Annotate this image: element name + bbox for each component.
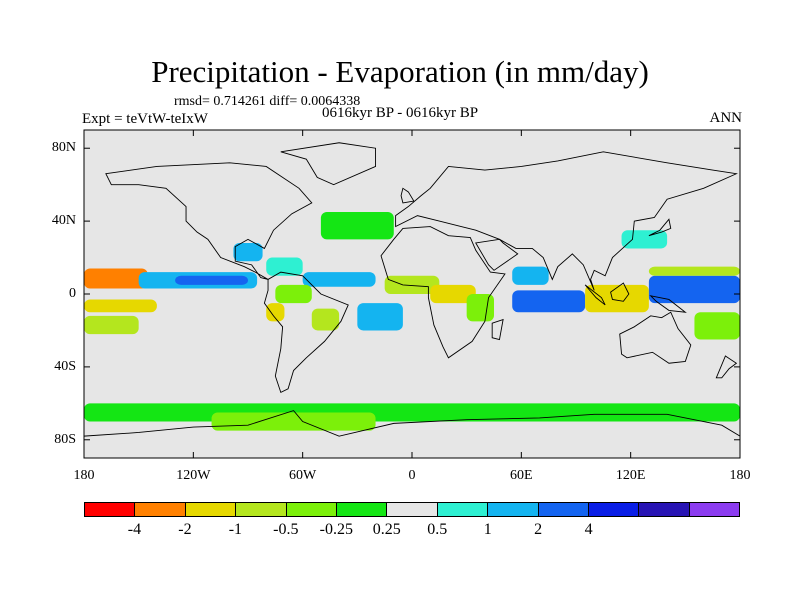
coastline-south-america — [263, 271, 349, 394]
x-tick-label: 60W — [289, 468, 317, 483]
field-region-west-pacific-wet — [648, 275, 740, 304]
field-region-south-america-north-dry — [275, 284, 312, 304]
field-region-andes-dry — [266, 303, 285, 322]
x-tick-label: 180 — [73, 468, 95, 483]
coastline-arabia — [475, 238, 519, 271]
colorbar-tick-label: 0.25 — [372, 521, 401, 538]
colorbar-segment — [236, 503, 287, 516]
colorbar-segment — [689, 503, 740, 516]
field-region-caribbean-wet — [266, 257, 303, 276]
colorbar-tick-label: 4 — [584, 521, 593, 538]
field-region-east-pacific-dry-s — [84, 299, 157, 313]
y-tick-label: 0 — [69, 286, 76, 301]
colorbar-segment — [639, 503, 690, 516]
field-region-tropical-atlantic-wet — [302, 272, 376, 287]
field-region-north-atlantic-dry — [320, 212, 394, 240]
field-region-central-pacific-dry-n — [84, 268, 148, 289]
colorbar-segment — [85, 503, 136, 516]
colorbar-tick-label: -4 — [127, 521, 142, 538]
x-tick-label: 120W — [176, 468, 211, 483]
field-region-arabian-sea-wet — [512, 266, 549, 285]
colorbar-segment — [538, 503, 589, 516]
coastline-africa — [380, 226, 506, 359]
field-region-antarctic-margin-dry — [211, 412, 376, 431]
colorbar-segment — [185, 503, 237, 516]
y-tick-label: 40S — [54, 358, 76, 374]
experiment-label: Expt = teVtW-teIxW — [82, 111, 208, 127]
x-tick-label: 0 — [408, 468, 416, 483]
field-region-brazil-dry — [311, 308, 340, 331]
colorbar-segment — [135, 503, 186, 516]
colorbar-tick-label: -1 — [228, 521, 243, 538]
colorbar-tick-label: 0.5 — [427, 521, 448, 538]
coastline-greenland — [280, 142, 377, 186]
y-tick-label: 80N — [51, 140, 76, 156]
colorbar-segment — [286, 503, 337, 516]
colorbar-segment — [336, 503, 388, 516]
coastline-madagascar — [491, 318, 504, 341]
field-region-east-asia-wet — [621, 230, 668, 249]
colorbar-tick-label: -0.25 — [319, 521, 353, 538]
field-region-west-africa-dry — [384, 275, 440, 294]
colorbar — [84, 502, 740, 517]
field-region-south-pacific-dry — [84, 315, 139, 335]
colorbar-segment — [437, 503, 489, 516]
field-region-indian-ocean-wet — [512, 290, 586, 313]
colorbar-segment — [488, 503, 539, 516]
y-tick-label: 80S — [54, 431, 76, 447]
field-region-west-pacific-dry — [648, 266, 740, 276]
coastline-borneo — [610, 282, 630, 302]
period-label: 0616kyr BP - 0616kyr BP — [322, 105, 479, 121]
coastline-sumatra — [584, 284, 606, 306]
y-tick-label: 40N — [51, 213, 76, 229]
coastline-australia — [619, 311, 692, 364]
season-label: ANN — [709, 110, 743, 126]
field-region-south-pacific-dry — [694, 312, 740, 340]
field-region-maritime-continent-dry — [585, 284, 649, 313]
coastline-north-america — [105, 162, 313, 280]
field-region-central-africa-dry — [430, 284, 476, 304]
field-region-east-africa-dry — [466, 294, 494, 322]
field-region-atlantic-south-wet — [357, 303, 403, 331]
colorbar-tick-label: -0.5 — [273, 521, 299, 538]
x-tick-label: 180 — [729, 468, 751, 483]
coastline-japan — [648, 218, 672, 237]
coastline-new-zealand — [715, 355, 738, 379]
field-region-gulf-of-mexico-wet — [233, 242, 263, 262]
field-region-east-pacific-itcz — [175, 275, 248, 285]
x-tick-label: 120E — [615, 468, 646, 483]
colorbar-tick-label: -2 — [178, 521, 192, 538]
chart-title: Precipitation - Evaporation (in mm/day) — [151, 54, 649, 89]
stats-text: rmsd= 0.714261 diff= 0.0064338 — [174, 94, 361, 109]
colorbar-segment — [588, 503, 640, 516]
x-tick-label: 60E — [510, 468, 533, 483]
coastline-eurasia — [395, 151, 738, 291]
colorbar-tick-label: 2 — [534, 521, 543, 538]
coastline-new-guinea — [649, 295, 687, 313]
colorbar-tick-label: 1 — [483, 521, 492, 538]
coastline-uk — [400, 187, 415, 204]
colorbar-segment — [387, 503, 438, 516]
field-region-southern-ocean-dry — [84, 403, 740, 422]
